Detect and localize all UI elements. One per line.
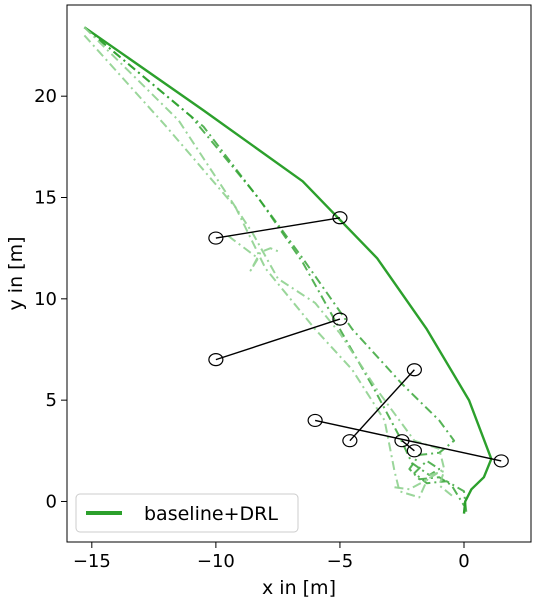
y-tick-label-4: 20 [34,86,57,107]
segment-line-4 [401,440,415,452]
segment-line-1 [215,318,341,361]
segment-line-0 [215,217,341,239]
plot-area-frame [66,4,532,543]
legend-box [75,493,299,533]
trajectory-line-2 [83,26,465,507]
obstacle-marker-4 [307,413,323,428]
x-tick-label-1: −10 [197,551,235,572]
y-axis-ticks: 0 5 10 15 20 [34,86,67,512]
x-tick-label-0: −15 [73,551,111,572]
markers-layer [208,211,509,468]
legend: baseline+DRL [75,493,299,533]
obstacle-marker-6 [342,434,358,448]
obstacle-marker-7 [406,363,422,377]
trajectory-line-3 [83,34,455,499]
obstacle-marker-0 [208,231,224,245]
segments-layer [215,217,502,462]
y-axis-label: y in [m] [5,237,27,311]
trajectory-line-0 [83,26,493,514]
segment-line-2 [314,419,502,462]
obstacle-marker-8 [394,434,410,448]
segment-line-3 [349,369,415,442]
legend-entry-baseline-drl: baseline+DRL [144,503,278,525]
trajectory-line-4 [83,26,446,491]
y-tick-label-0: 0 [46,491,57,512]
y-tick-label-3: 15 [34,188,57,209]
x-tick-label-3: 0 [458,551,469,572]
obstacle-marker-9 [406,444,422,458]
trajectory-line-5 [227,235,281,272]
obstacle-marker-2 [208,353,224,367]
obstacle-marker-3 [332,312,348,326]
x-axis-label: x in [m] [262,577,336,599]
x-axis-ticks: −15 −10 −5 0 [73,542,470,572]
obstacle-marker-1 [332,211,348,225]
x-tick-label-2: −5 [327,551,354,572]
y-tick-label-1: 5 [46,390,57,411]
series-layer [83,26,493,514]
obstacle-marker-5 [493,454,509,468]
y-tick-label-2: 10 [34,289,57,310]
